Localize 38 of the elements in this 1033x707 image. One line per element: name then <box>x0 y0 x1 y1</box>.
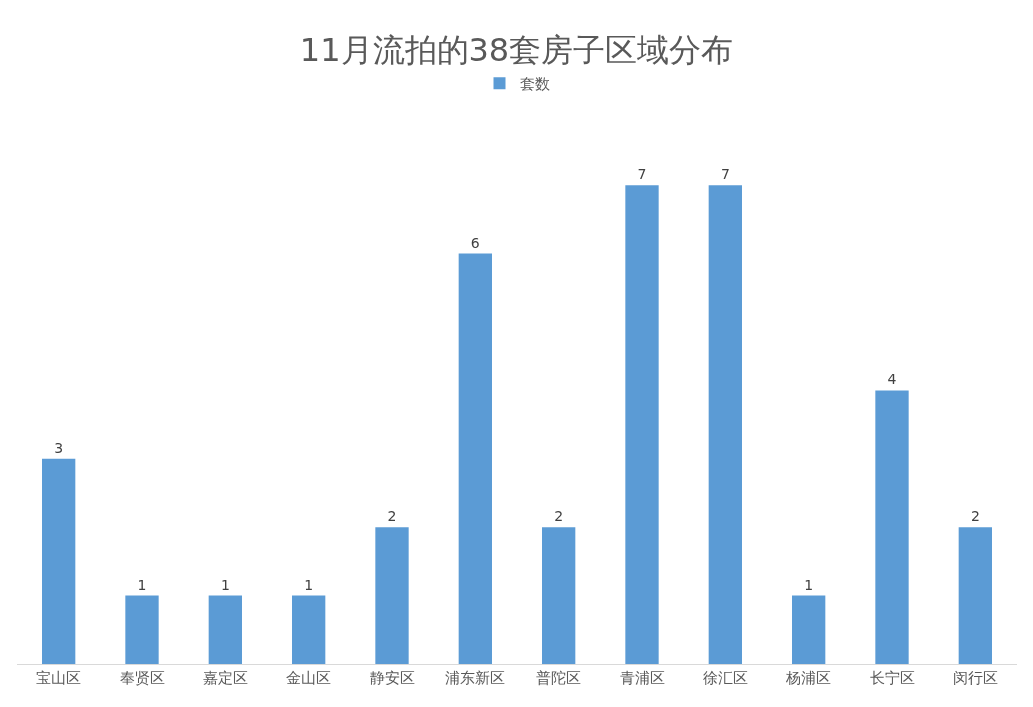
x-tick-label: 浦东新区 <box>445 669 506 687</box>
bar <box>292 595 326 664</box>
bar <box>708 185 742 664</box>
bar <box>458 253 492 664</box>
data-label: 1 <box>804 576 814 593</box>
bar <box>625 185 659 664</box>
x-tick-label: 长宁区 <box>869 669 915 687</box>
data-label: 1 <box>137 576 147 593</box>
bar <box>208 595 242 664</box>
x-tick-label: 杨浦区 <box>785 669 832 687</box>
data-label: 2 <box>554 508 564 525</box>
x-tick-label: 金山区 <box>286 669 332 687</box>
data-label: 1 <box>304 576 314 593</box>
bar <box>125 595 159 664</box>
x-tick-label: 闵行区 <box>952 669 998 687</box>
data-label: 7 <box>637 166 647 183</box>
x-tick-label: 静安区 <box>369 669 415 687</box>
legend-label: 套数 <box>519 75 550 94</box>
bar <box>958 527 992 664</box>
bar <box>542 527 576 664</box>
x-tick-label: 嘉定区 <box>202 669 248 687</box>
data-label: 3 <box>54 439 64 456</box>
data-label: 4 <box>887 371 897 388</box>
data-label: 1 <box>220 576 230 593</box>
data-label: 2 <box>387 508 397 525</box>
x-tick-label: 宝山区 <box>36 669 82 687</box>
bar <box>42 458 76 664</box>
data-label: 6 <box>470 234 480 251</box>
x-tick-label: 普陀区 <box>536 669 582 687</box>
bar <box>792 595 826 664</box>
x-tick-label: 徐汇区 <box>702 669 748 687</box>
data-label: 7 <box>720 166 730 183</box>
chart-title: 11月流拍的38套房子区域分布 <box>299 30 734 69</box>
x-tick-label: 奉贤区 <box>119 669 165 687</box>
x-tick-label: 青浦区 <box>619 669 665 687</box>
bar <box>375 527 409 664</box>
bar <box>875 390 909 664</box>
data-label: 2 <box>970 508 980 525</box>
